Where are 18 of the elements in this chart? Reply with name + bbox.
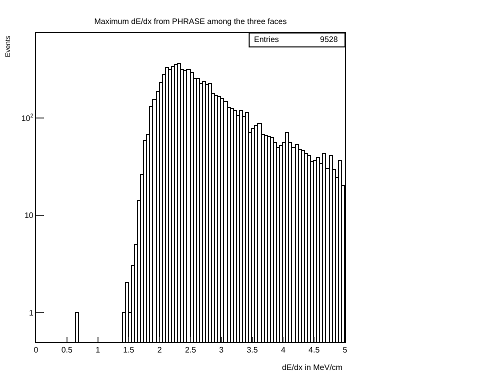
x-tick-label: 2 — [157, 346, 162, 355]
x-tick-label: 0 — [34, 346, 39, 355]
annotation: Entries — [254, 35, 279, 44]
x-tick-label: 2.5 — [184, 346, 197, 355]
y-tick-label: 10 — [24, 211, 34, 220]
x-tick-label: 0.5 — [61, 346, 74, 355]
x-tick-label: 1 — [96, 346, 101, 355]
y-tick-label: 10$^{2}$ — [21, 114, 34, 123]
chart-title: Maximum dE/dx from PHRASE among the three faces — [94, 17, 287, 26]
y-tick-label: 1 — [28, 308, 34, 318]
x-tick-label: 3 — [219, 346, 224, 355]
x-tick-label: 4.5 — [308, 346, 320, 355]
annotation: 9528 — [320, 35, 338, 44]
x-axis-title: dE/dx in MeV/cm — [282, 363, 343, 372]
x-tick-label: 4 — [280, 346, 286, 355]
x-tick-label: 3.5 — [246, 346, 258, 355]
x-tick-label: 1.5 — [123, 346, 135, 355]
x-tick-label: 5 — [342, 346, 348, 355]
